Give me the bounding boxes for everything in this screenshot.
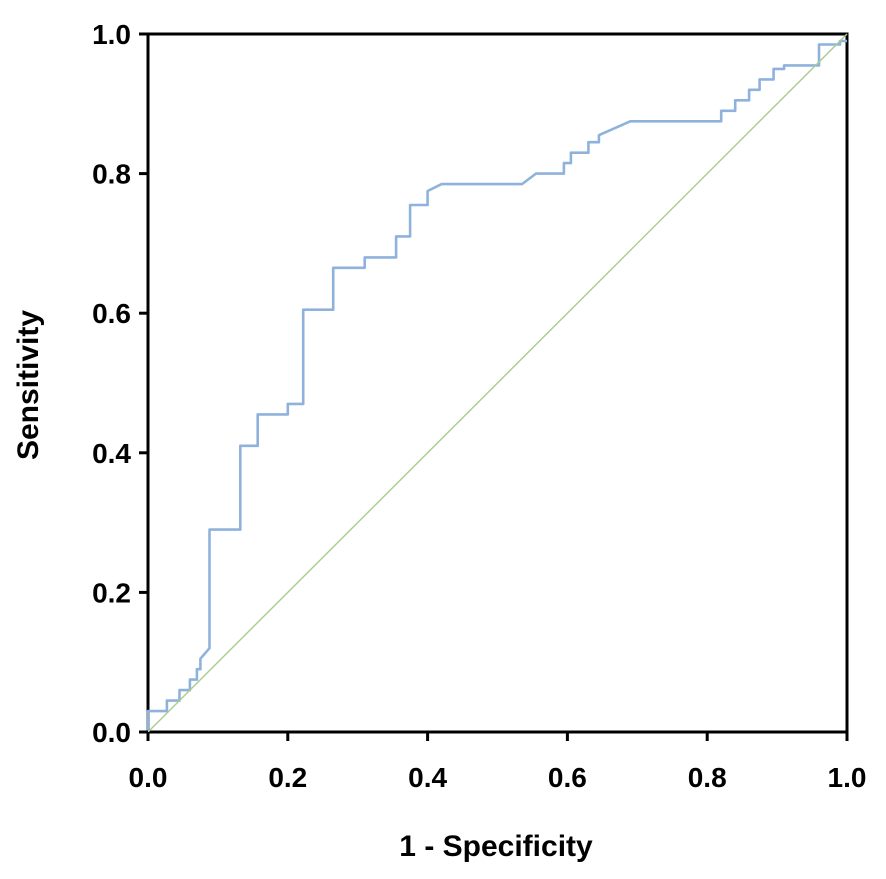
y-tick-label: 0.2 bbox=[92, 577, 131, 608]
y-tick-label: 0.0 bbox=[92, 717, 131, 748]
x-tick-label: 0.8 bbox=[688, 762, 727, 793]
y-axis-ticks: 0.0 0.2 0.4 0.6 0.8 1.0 bbox=[92, 19, 148, 748]
x-tick-label: 0.4 bbox=[408, 762, 447, 793]
plot-frame bbox=[146, 32, 849, 734]
y-tick-label: 1.0 bbox=[92, 19, 131, 50]
x-tick-label: 1.0 bbox=[828, 762, 867, 793]
y-tick-label: 0.8 bbox=[92, 159, 131, 190]
reference-diagonal-line bbox=[147, 33, 848, 733]
y-tick-label: 0.6 bbox=[92, 298, 131, 329]
x-axis-ticks: 0.0 0.2 0.4 0.6 0.8 1.0 bbox=[129, 732, 867, 793]
plot-border bbox=[146, 32, 849, 734]
roc-curve bbox=[146, 39, 847, 732]
x-tick-label: 0.6 bbox=[548, 762, 587, 793]
x-tick-label: 0.2 bbox=[268, 762, 307, 793]
y-tick-label: 0.4 bbox=[92, 438, 131, 469]
series-layer bbox=[146, 33, 848, 733]
x-tick-label: 0.0 bbox=[129, 762, 168, 793]
y-axis-title: Sensitivity bbox=[12, 310, 45, 460]
x-axis-title: 1 - Specificity bbox=[399, 830, 593, 863]
